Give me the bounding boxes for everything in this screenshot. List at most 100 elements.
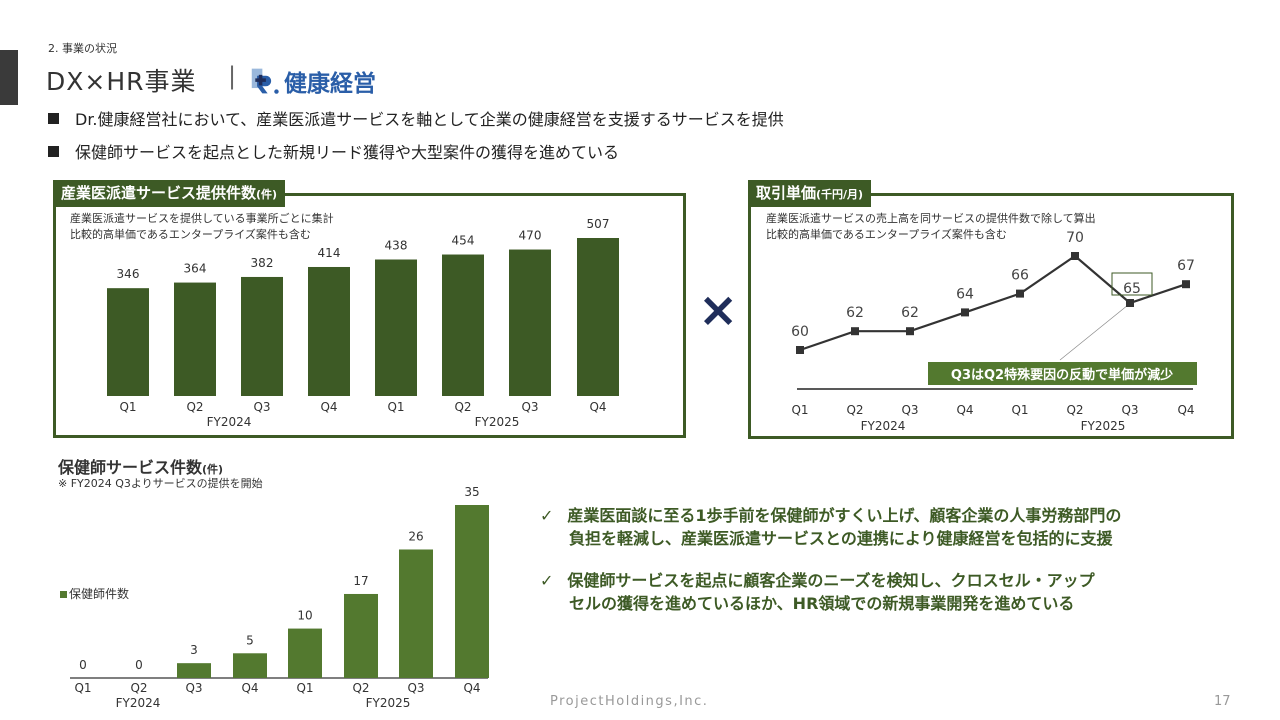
data-label: 64 [956,286,974,302]
data-label: 346 [117,267,140,281]
x-tick-label: Q2 [186,400,203,414]
data-label: 62 [846,305,864,321]
x-tick-label: Q4 [463,681,480,695]
data-label: 0 [135,658,143,672]
service-count-panel [53,193,686,438]
data-label: 364 [184,262,207,276]
bullet-text: 保健師サービスを起点とした新規リード獲得や大型案件の獲得を進めている [75,143,620,162]
annotation-box [928,362,1197,385]
section-marker [0,50,18,105]
bullet-1: Dr.健康経営社において、産業医派遣サービスを軸として企業の健康経営を支援するサ… [48,106,784,130]
data-label: 382 [251,256,274,270]
bar [308,266,350,396]
check-text: 負担を軽減し、産業医派遣サービスとの連携により健康経営を包括的に支援 [569,529,1113,548]
data-label: 70 [1066,230,1084,246]
data-point [1016,289,1024,298]
x-tick-label: Q4 [320,400,337,414]
chart-unit: (件) [256,188,278,201]
nurse-count-title: 保健師サービス件数(件) [58,454,223,478]
x-tick-label: Q3 [1121,403,1138,417]
data-label: 470 [519,229,542,243]
x-tick-label: Q3 [253,400,270,414]
x-tick-label: Q1 [387,400,404,414]
square-bullet-icon [48,113,59,124]
x-tick-label: Q3 [185,681,202,695]
unit-price-title: 取引単価(千円/月) [748,180,872,207]
page-number: 17 [1214,694,1231,709]
logo-text: 健康経営 [284,71,376,97]
bar [288,628,322,678]
x-tick-label: Q3 [901,403,918,417]
group-label: FY2024 [116,696,161,710]
dr-kenko-keiei-logo: 健康経営 [250,64,376,98]
chart-unit: (千円/月) [816,188,864,201]
data-label: 414 [318,246,341,260]
annotation-leader [1059,304,1129,361]
data-point [1071,252,1079,260]
chart-title: 取引単価 [756,184,817,202]
bar [241,276,283,396]
bar [509,249,551,396]
annotation-text: Q3はQ2特殊要因の反動で単価が減少 [951,367,1173,383]
service-count-title: 産業医派遣サービス提供件数(件) [53,180,286,207]
legend-label: 保健師件数 [69,587,130,601]
bar [174,282,216,396]
data-label: 65 [1123,281,1141,297]
x-tick-label: Q2 [454,400,471,414]
bar [375,259,417,396]
bar [233,653,267,678]
check-text: 保健師サービスを起点に顧客企業のニーズを検知し、クロスセル・アップ [567,571,1095,590]
check-icon: ✓ [540,571,554,590]
x-tick-label: Q4 [589,400,606,414]
bar [577,238,619,396]
data-label: 3 [190,643,198,657]
data-label: 26 [408,529,423,543]
chart-title: 保健師サービス件数 [58,458,203,477]
check-icon: ✓ [540,506,554,525]
data-label: 5 [246,633,254,647]
data-label: 0 [79,658,87,672]
x-tick-label: Q2 [352,681,369,695]
nurse-count-note: ※ FY2024 Q3よりサービスの提供を開始 [58,477,263,490]
group-label: FY2025 [1081,419,1126,433]
multiply-icon: × [698,282,739,338]
group-label: FY2025 [475,415,520,429]
data-label: 60 [791,324,809,340]
note: 産業医派遣サービスを提供している事業所ごとに集計 [70,212,334,225]
bar [177,663,211,678]
x-tick-label: Q2 [130,681,147,695]
note: 比較的高単価であるエンタープライズ案件も含む [766,228,1007,241]
data-label: 17 [353,574,368,588]
square-bullet-icon [48,146,59,157]
bar [455,505,489,678]
data-point [851,327,859,336]
chart-title: 産業医派遣サービス提供件数 [61,184,257,202]
x-tick-label: Q4 [956,403,973,417]
legend-swatch [60,591,67,598]
check-text: 産業医面談に至る1歩手前を保健師がすくい上げ、顧客企業の人事労務部門の [567,506,1122,525]
bullet-2: 保健師サービスを起点とした新規リード獲得や大型案件の獲得を進めている [48,139,619,163]
chart-unit: (件) [202,463,224,476]
group-label: FY2024 [861,419,906,433]
bar [107,288,149,396]
section-label: 2. 事業の状況 [48,42,117,55]
x-tick-label: Q1 [296,681,313,695]
unit-price-panel [748,193,1234,439]
x-tick-label: Q3 [521,400,538,414]
logo-mark-icon [251,68,279,94]
bullet-text: Dr.健康経営社において、産業医派遣サービスを軸として企業の健康経営を支援するサ… [75,110,784,129]
service-count-notes: 産業医派遣サービスを提供している事業所ごとに集計 比較的高単価であるエンタープライ… [70,211,334,243]
x-tick-label: Q1 [1011,403,1028,417]
title-separator: | [228,62,237,90]
note: 産業医派遣サービスの売上高を同サービスの提供件数で除して算出 [766,212,1096,225]
data-point [961,308,969,317]
data-point [1182,280,1190,289]
bar [399,549,433,678]
highlight-box [1111,272,1153,296]
footer-company: ProjectHoldings,Inc. [550,694,709,709]
data-label: 67 [1177,258,1195,274]
x-tick-label: Q1 [119,400,136,414]
